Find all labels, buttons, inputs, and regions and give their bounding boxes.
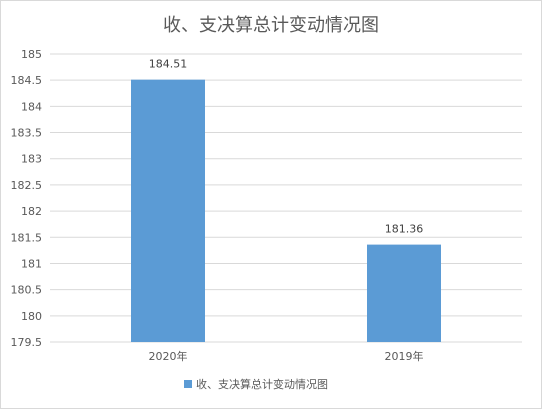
y-tick-label: 184 [21, 100, 42, 113]
data-label: 184.51 [149, 58, 188, 71]
y-tick-label: 185 [21, 48, 42, 61]
legend: 收、支决算总计变动情况图 [184, 377, 328, 391]
y-tick-label: 181.5 [11, 231, 43, 244]
y-tick-label: 183 [21, 153, 42, 166]
y-tick-label: 180 [21, 310, 42, 323]
x-axis: 2020年 2019年 [149, 349, 424, 363]
y-tick-label: 179.5 [11, 336, 43, 349]
x-category-label: 2019年 [385, 349, 424, 363]
y-tick-label: 182 [21, 205, 42, 218]
bar-0 [131, 79, 205, 343]
legend-swatch [184, 380, 192, 388]
y-tick-label: 181 [21, 257, 42, 270]
y-tick-label: 183.5 [11, 127, 43, 140]
y-tick-label: 184.5 [11, 74, 43, 87]
data-label: 181.36 [385, 223, 424, 236]
y-tick-label: 182.5 [11, 179, 43, 192]
y-axis: 179.5 180 180.5 181 181.5 182 182.5 183 183.5 184… [11, 48, 43, 349]
bar-1 [367, 244, 441, 342]
y-tick-label: 180.5 [11, 284, 43, 297]
bars: 184.51 181.36 [131, 58, 441, 343]
chart-title: 收、支决算总计变动情况图 [163, 15, 379, 36]
gridlines [50, 53, 522, 343]
x-category-label: 2020年 [149, 349, 188, 363]
legend-label: 收、支决算总计变动情况图 [196, 377, 328, 391]
